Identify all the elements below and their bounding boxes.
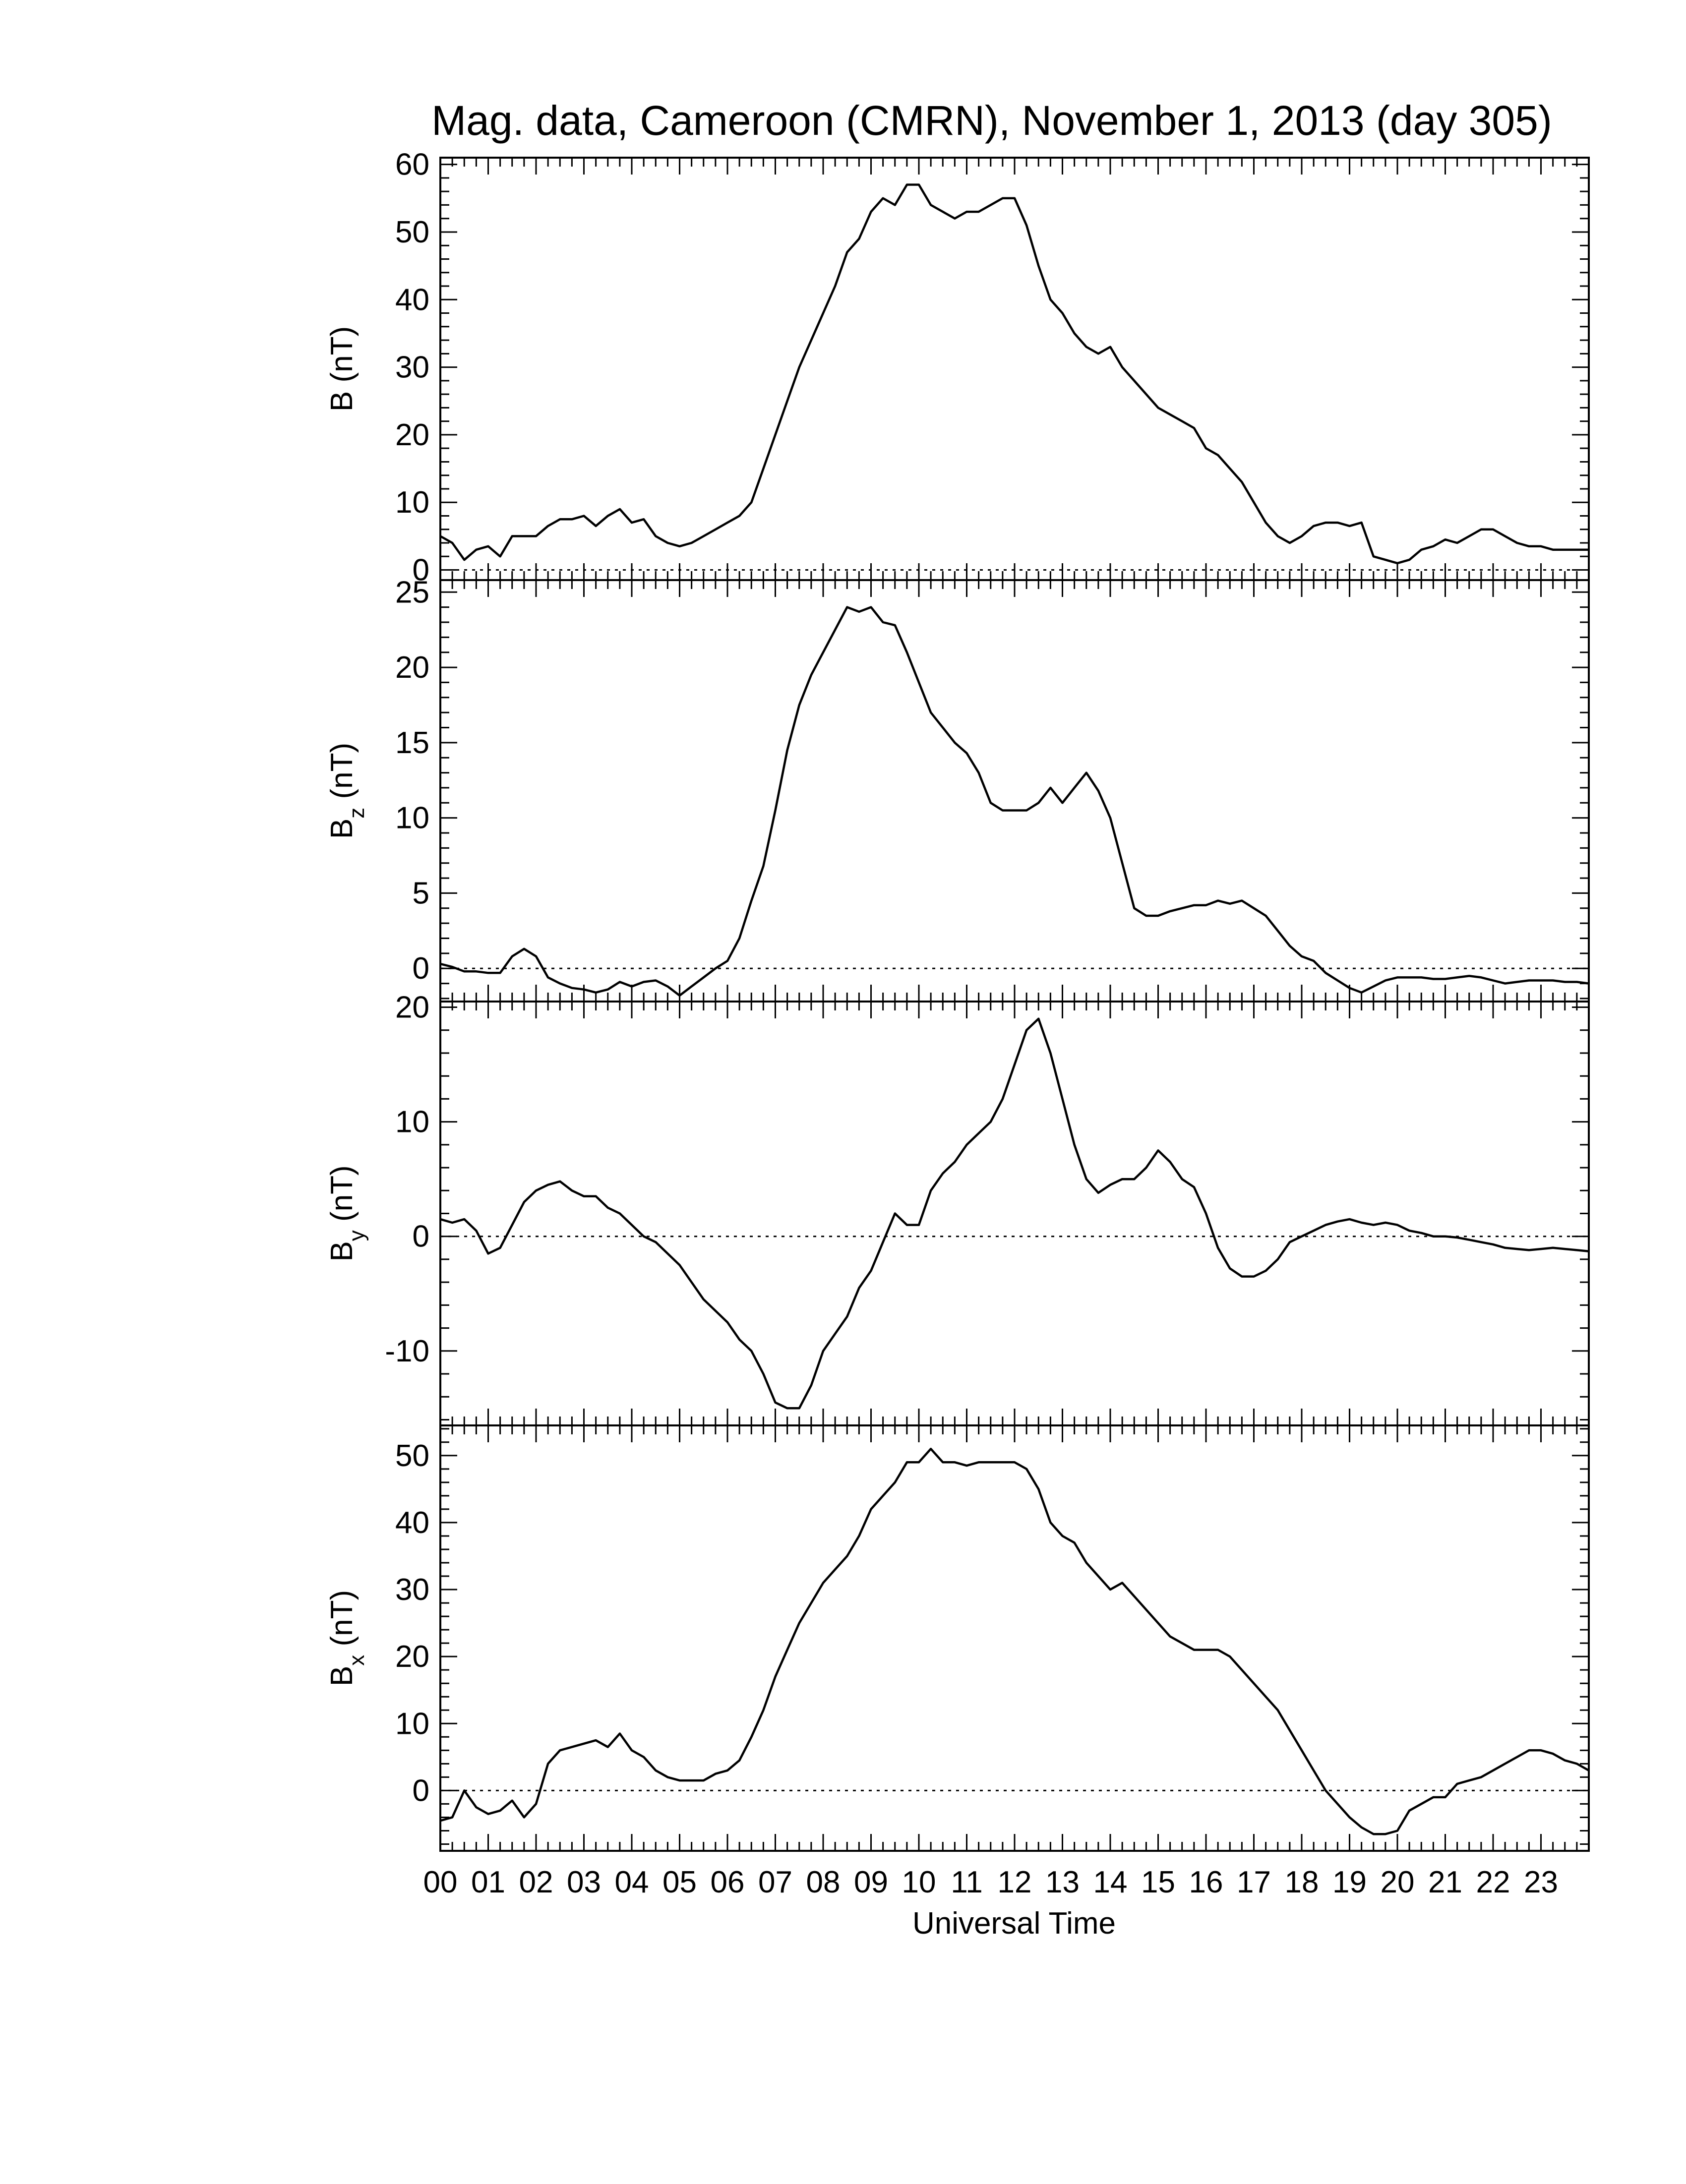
y-tick-label-Bx: 40 — [395, 1506, 429, 1540]
x-tick-label: 07 — [758, 1865, 792, 1899]
x-tick-label: 05 — [662, 1865, 697, 1899]
y-tick-label-Bx: 50 — [395, 1439, 429, 1473]
panel-Bz: 0 5 10 15 20 25 Bz (nT) — [325, 575, 1590, 1003]
x-tick-label: 17 — [1237, 1865, 1271, 1899]
y-axis-label-B: B (nT) — [325, 326, 359, 412]
series-line-Bx — [440, 1448, 1590, 1835]
y-tick-label-By: 0 — [413, 1220, 429, 1254]
y-tick-label-Bx: 30 — [395, 1573, 429, 1607]
x-tick-label: 08 — [806, 1865, 841, 1899]
panel-frame-Bz — [439, 579, 1590, 1003]
x-tick-label: 10 — [902, 1865, 936, 1899]
y-tick-label-Bx: 0 — [413, 1773, 429, 1808]
y-axis-label-Bz: Bz (nT) — [325, 743, 369, 839]
x-axis-label: Universal Time — [912, 1906, 1116, 1941]
panel-By: -10 0 10 20 By (nT) — [325, 991, 1590, 1426]
y-tick-label-Bz: 15 — [395, 726, 429, 760]
panel-Bx: 0 10 20 30 40 50 Bx (nT) — [325, 1424, 1590, 1852]
y-tick-label-B: 60 — [395, 148, 429, 182]
x-tick-label: 06 — [711, 1865, 745, 1899]
x-tick-label: 01 — [471, 1865, 505, 1899]
x-tick-label: 23 — [1524, 1865, 1558, 1899]
x-tick-label: 19 — [1332, 1865, 1367, 1899]
panel-frame-B — [439, 157, 1590, 581]
series-line-Bz — [440, 606, 1589, 997]
x-tick-label: 16 — [1189, 1865, 1223, 1899]
panel-B: 0 10 20 30 40 50 60 B (nT) — [325, 148, 1590, 588]
chart-title: Mag. data, Cameroon (CMRN), November 1, … — [431, 97, 1552, 144]
x-tick-label: 15 — [1141, 1865, 1175, 1899]
y-axis-label-By: By (nT) — [325, 1165, 369, 1261]
y-tick-label-By: -10 — [385, 1334, 429, 1368]
y-tick-label-Bz: 25 — [395, 575, 429, 609]
panel-frame-Bx — [439, 1424, 1590, 1852]
y-tick-label-Bx: 20 — [395, 1640, 429, 1674]
x-tick-label: 20 — [1381, 1865, 1415, 1899]
x-tick-label: 09 — [854, 1865, 888, 1899]
x-tick-label: 02 — [519, 1865, 553, 1899]
series-line-B — [439, 183, 1589, 565]
series-line-By — [440, 1017, 1589, 1410]
x-tick-label: 18 — [1285, 1865, 1319, 1899]
x-tick-label: 22 — [1476, 1865, 1510, 1899]
y-tick-label-B: 30 — [395, 351, 429, 385]
x-tick-label: 00 — [423, 1865, 458, 1899]
y-tick-label-Bz: 10 — [395, 801, 429, 835]
x-tick-label: 21 — [1428, 1865, 1462, 1899]
x-tick-label: 03 — [567, 1865, 601, 1899]
y-tick-label-Bz: 5 — [413, 876, 429, 910]
y-tick-label-Bz: 0 — [413, 951, 429, 986]
x-tick-label: 11 — [951, 1865, 982, 1899]
y-tick-label-B: 10 — [395, 485, 429, 520]
y-tick-label-By: 10 — [395, 1105, 429, 1139]
y-tick-label-By: 20 — [395, 991, 429, 1025]
y-tick-label-B: 50 — [395, 215, 429, 249]
x-tick-label: 12 — [998, 1865, 1032, 1899]
y-tick-label-Bz: 20 — [395, 650, 429, 685]
y-axis-label-Bx: Bx (nT) — [325, 1590, 369, 1686]
x-tick-label: 14 — [1093, 1865, 1128, 1899]
y-tick-label-B: 0 — [413, 553, 429, 588]
x-tick-label: 04 — [615, 1865, 649, 1899]
x-tick-label: 13 — [1045, 1865, 1080, 1899]
y-tick-label-Bx: 10 — [395, 1707, 429, 1741]
y-tick-label-B: 20 — [395, 418, 429, 452]
y-tick-label-B: 40 — [395, 283, 429, 317]
